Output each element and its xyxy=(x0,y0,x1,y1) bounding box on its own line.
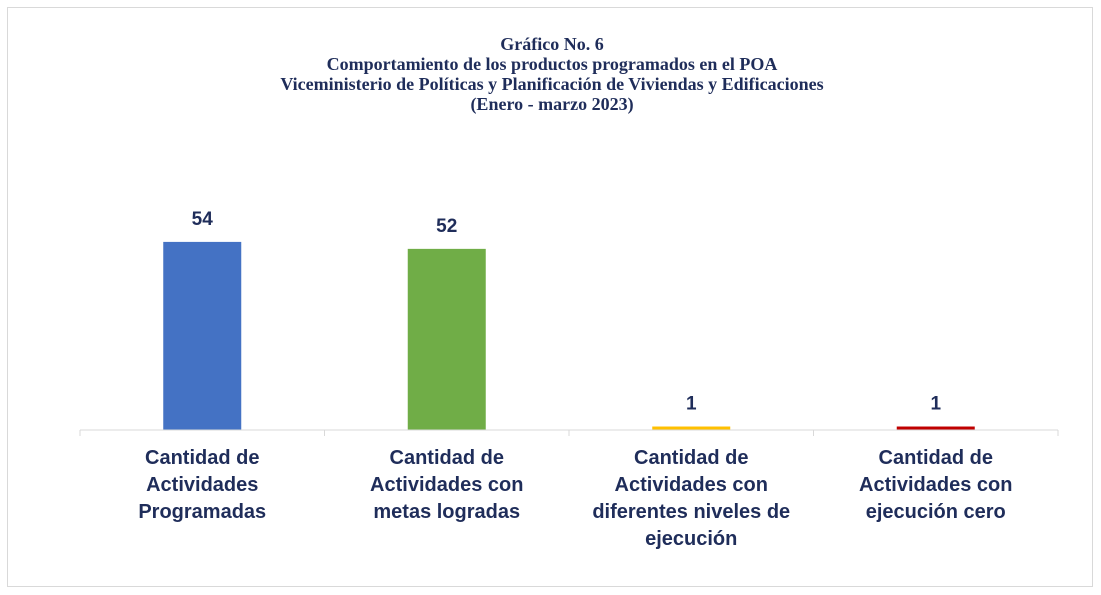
chart-title: Viceministerio de Políticas y Planificac… xyxy=(280,74,823,94)
chart-title: Gráfico No. 6 xyxy=(500,34,603,54)
bar xyxy=(407,248,486,430)
bar xyxy=(652,426,731,430)
value-label: 52 xyxy=(436,216,457,237)
x-tick-label: Cantidad de Actividades con ejecución ce… xyxy=(859,447,1013,523)
x-tick-label: Cantidad de Actividades con metas lograd… xyxy=(370,447,524,523)
value-label: 1 xyxy=(686,394,697,415)
chart-title: (Enero - marzo 2023) xyxy=(470,94,633,115)
bar xyxy=(163,241,242,430)
value-label: 54 xyxy=(192,209,214,230)
value-label: 1 xyxy=(930,394,941,415)
bar xyxy=(896,426,975,430)
chart-title: Comportamiento de los productos programa… xyxy=(327,54,778,74)
chart-frame xyxy=(7,7,1093,587)
x-tick-label: Cantidad de Actividades Programadas xyxy=(138,447,267,523)
x-tick-label: Cantidad de Actividades con diferentes n… xyxy=(592,447,791,550)
